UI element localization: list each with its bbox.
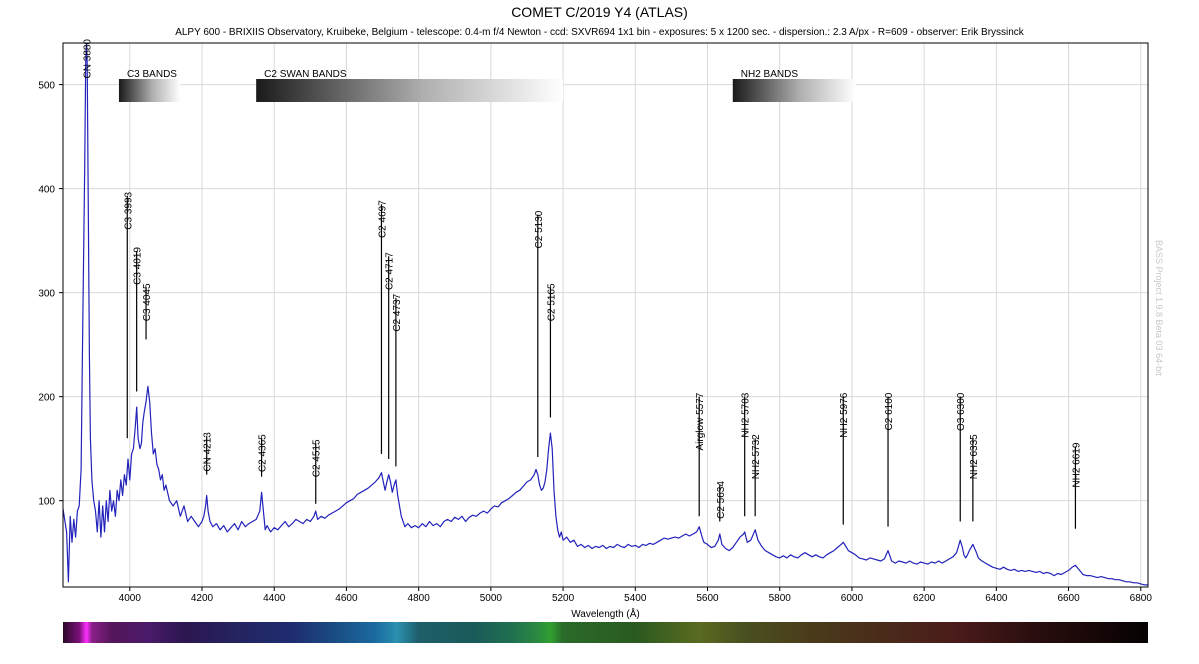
band-label: C2 SWAN BANDS (264, 69, 347, 80)
line-id-label: C2 4737 (392, 293, 403, 331)
y-tick-label: 500 (38, 81, 55, 92)
line-id-label: C2 6100 (884, 392, 895, 430)
grid (63, 43, 1148, 587)
line-id-label: C2 5634 (716, 481, 727, 519)
plot-frame (62, 42, 1149, 588)
line-id-label: C3 4019 (133, 247, 144, 285)
line-id-label: O3 6300 (956, 392, 967, 431)
band-markers: C3 BANDS C2 SWAN BANDS NH2 BANDS (118, 69, 856, 102)
line-id-label: C3 4045 (142, 283, 153, 321)
band-gradient-bar (118, 79, 181, 102)
software-watermark: BASS Project 1.9.8 Beta 03 64-bit (1154, 240, 1164, 376)
x-tick-label: 4400 (263, 593, 286, 604)
band-gradient-bar (732, 79, 856, 102)
y-tick-label: 400 (38, 185, 55, 196)
spectrum-line (62, 42, 1148, 586)
line-id-label: CN 3880 (82, 39, 93, 79)
line-id-label: C2 4365 (258, 434, 269, 472)
line-id-label: C2 4697 (377, 200, 388, 238)
x-tick-label: 6600 (1057, 593, 1080, 604)
chart-subtitle: ALPY 600 - BRIXIIS Observatory, Kruibeke… (175, 27, 1024, 38)
x-tick-label: 6800 (1130, 593, 1153, 604)
line-id-label: NH2 5703 (741, 392, 752, 437)
x-tick-label: 4000 (119, 593, 142, 604)
line-id-label: NH2 5976 (839, 392, 850, 437)
line-id-label: Airglow 5577 (695, 392, 706, 450)
x-tick-label: 4200 (191, 593, 214, 604)
chart-title: COMET C/2019 Y4 (ATLAS) (511, 4, 688, 20)
x-tick-label: 6200 (913, 593, 936, 604)
y-axis-ticks: 100 200 300 400 500 (38, 81, 63, 508)
line-id-label: NH2 6619 (1071, 442, 1082, 487)
line-id-label: C2 4515 (312, 439, 323, 477)
x-tick-label: 5800 (769, 593, 792, 604)
x-axis-label: Wavelength (Å) (571, 607, 640, 620)
y-tick-label: 300 (38, 289, 55, 300)
line-id-label: CN 4213 (203, 432, 214, 472)
x-tick-label: 5000 (480, 593, 503, 604)
line-id-label: C2 5130 (534, 210, 545, 248)
line-id-label: NH2 5732 (751, 434, 762, 479)
line-id-label: NH2 6335 (969, 434, 980, 479)
y-tick-label: 100 (38, 497, 55, 508)
band-label: C3 BANDS (127, 69, 177, 80)
x-tick-label: 5600 (696, 593, 719, 604)
band-gradient-bar (256, 79, 564, 102)
x-tick-label: 4600 (335, 593, 358, 604)
line-id-label: C2 5165 (546, 283, 557, 321)
line-id-label: C3 3993 (123, 191, 134, 229)
line-id-label: C2 4717 (385, 252, 396, 290)
x-tick-label: 6400 (985, 593, 1008, 604)
spectrum-series (62, 42, 1148, 586)
x-axis-ticks: 4000 4200 4400 4600 4800 5000 5200 5400 5600 5800… (119, 587, 1153, 604)
band-label: NH2 BANDS (741, 69, 799, 80)
x-tick-label: 6000 (841, 593, 864, 604)
x-tick-label: 4800 (408, 593, 431, 604)
x-tick-label: 5200 (552, 593, 575, 604)
x-tick-label: 5400 (624, 593, 647, 604)
y-tick-label: 200 (38, 393, 55, 404)
spectrum-color-strip (63, 622, 1148, 643)
